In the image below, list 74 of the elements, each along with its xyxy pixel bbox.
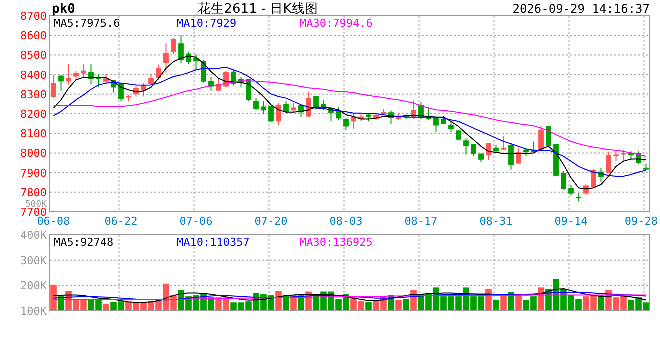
- candlestick: [186, 51, 192, 65]
- y-tick-label: 100K: [20, 305, 48, 318]
- y-tick-label: 8500: [20, 49, 47, 62]
- candlestick: [568, 184, 574, 196]
- y-tick-label: 8600: [20, 30, 47, 43]
- candlestick: [284, 101, 289, 114]
- line-series: [53, 288, 647, 304]
- candlestick: [306, 91, 312, 118]
- text: MA10:7929: [177, 17, 237, 30]
- candlestick: [254, 98, 259, 112]
- candlestick: [591, 168, 596, 189]
- candlestick: [321, 100, 326, 111]
- x-tick-label: 08-31: [480, 215, 513, 228]
- y-tick-label: 8100: [20, 128, 47, 141]
- candlestick: [486, 142, 492, 161]
- candlestick: [156, 64, 162, 81]
- candlestick: [448, 121, 454, 134]
- candlestick: [561, 170, 566, 190]
- candlestick: [164, 43, 169, 74]
- candlestick: [546, 126, 552, 146]
- x-tick-label: 06-08: [37, 215, 70, 228]
- line-series: [53, 80, 647, 158]
- candlestick: [171, 38, 176, 56]
- y-tick-label: 8200: [20, 108, 47, 121]
- candlestick: [66, 64, 72, 86]
- candlestick: [276, 102, 282, 126]
- y-tick-label: 200K: [20, 280, 48, 293]
- candlestick: [508, 142, 514, 170]
- x-tick-label: 09-14: [554, 215, 588, 228]
- candlestick: [81, 64, 86, 78]
- chart-title: 花生2611 - 日K线图: [198, 2, 318, 17]
- candlestick: [456, 130, 462, 142]
- x-tick-label: 06-22: [104, 215, 138, 228]
- candlestick: [178, 34, 184, 64]
- text: MA10:110357: [177, 236, 250, 249]
- candlestick: [291, 102, 296, 114]
- text: MA30:136925: [300, 236, 373, 249]
- candlestick: [464, 138, 469, 156]
- candlestick: [268, 105, 274, 123]
- y-tick-label: 8700: [20, 10, 47, 23]
- text: MA5:7975.6: [54, 17, 120, 30]
- y-tick-label: 400K: [20, 229, 48, 242]
- candlestick: [194, 54, 199, 71]
- annotation: 2026-09-29 14:16:37: [512, 2, 650, 16]
- y-tick-label: 7800: [20, 186, 47, 200]
- x-tick-label: 07-20: [254, 215, 288, 228]
- candlestick: [148, 74, 154, 86]
- candlestick: [516, 148, 522, 164]
- y-tick-label: 8400: [20, 68, 47, 82]
- annotation: pk0: [52, 2, 76, 17]
- y-tick-label: 8000: [20, 147, 47, 160]
- candlestick: [606, 151, 612, 174]
- x-tick-label: 08-17: [404, 215, 438, 228]
- candlestick: [104, 74, 109, 84]
- y-tick-label: 8300: [20, 88, 47, 102]
- line-series: [53, 292, 647, 301]
- candlestick: [501, 136, 506, 151]
- y-tick-label: 300K: [20, 254, 48, 268]
- candlestick: [621, 149, 626, 162]
- x-tick-label: 08-03: [330, 215, 363, 228]
- y-tick-label: 7900: [20, 166, 47, 180]
- candlestick: [351, 112, 356, 130]
- candlestick: [261, 100, 266, 114]
- candlestick: [51, 74, 56, 99]
- candlestick: [58, 75, 64, 92]
- text: MA5:92748: [54, 236, 114, 249]
- text: MA30:7994.6: [300, 17, 373, 30]
- x-tick-label: 07-06: [180, 215, 213, 228]
- candlestick: [538, 126, 544, 150]
- x-tick-label: 09-28: [624, 215, 658, 228]
- candlestick: [344, 118, 349, 132]
- candlestick: [576, 192, 582, 202]
- candlestick: [471, 143, 476, 158]
- candlestick: [434, 118, 439, 133]
